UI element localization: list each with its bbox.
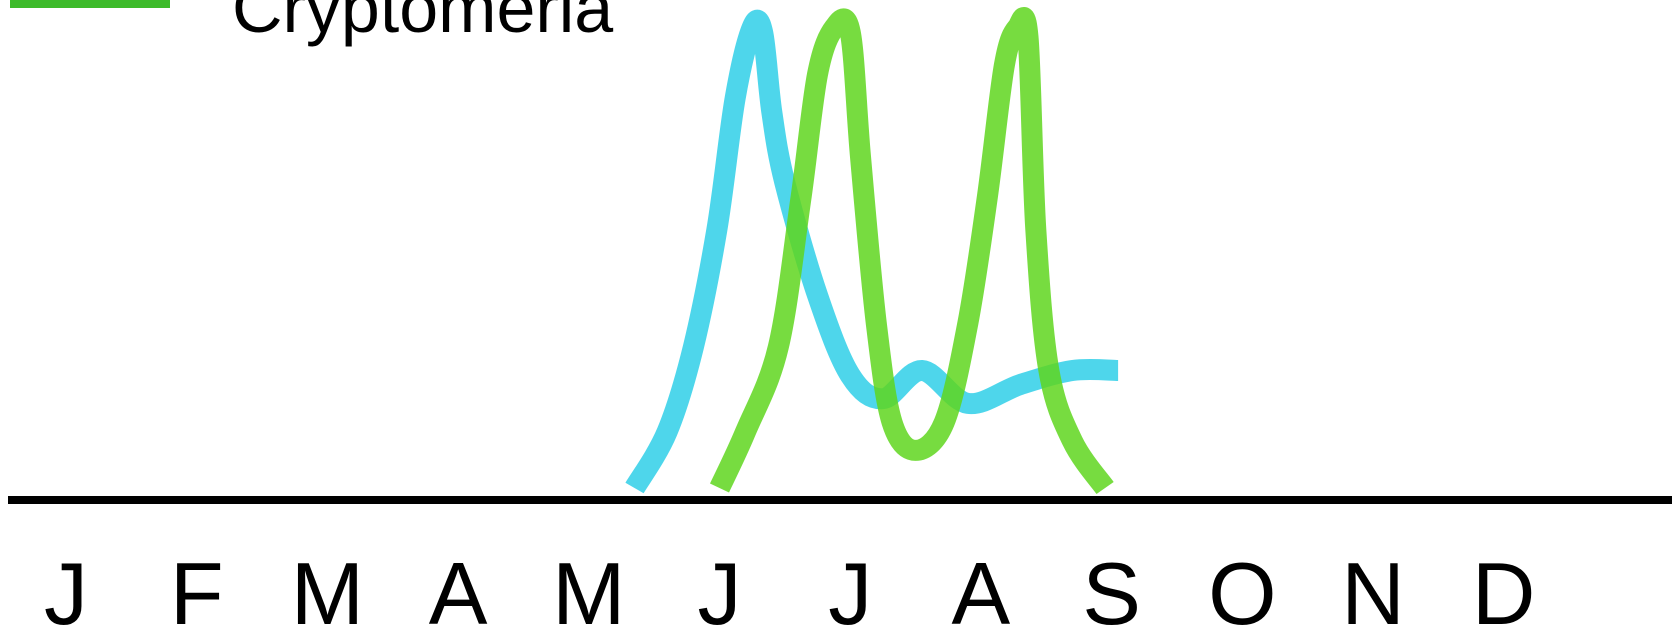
x-tick-label: M	[291, 544, 364, 630]
series-layer	[625, 7, 1119, 495]
series-line-1	[625, 9, 1119, 494]
x-tick-label: F	[170, 544, 224, 630]
x-tick-label: O	[1208, 544, 1276, 630]
legend-swatch-cryptomeria	[10, 0, 170, 8]
x-tick-label: N	[1341, 544, 1405, 630]
legend-label-cryptomeria: Cryptomeria	[232, 0, 613, 47]
x-tick-label: J	[44, 544, 88, 630]
x-tick-label: A	[952, 544, 1011, 630]
series-line-cryptomeria	[709, 7, 1114, 495]
x-tick-label: J	[828, 544, 872, 630]
x-tick-label: A	[429, 544, 488, 630]
legend: Cryptomeria	[10, 0, 613, 47]
x-tick-label: D	[1472, 544, 1536, 630]
x-tick-label: S	[1082, 544, 1141, 630]
x-tick-label: J	[698, 544, 742, 630]
x-tick-label: M	[552, 544, 625, 630]
